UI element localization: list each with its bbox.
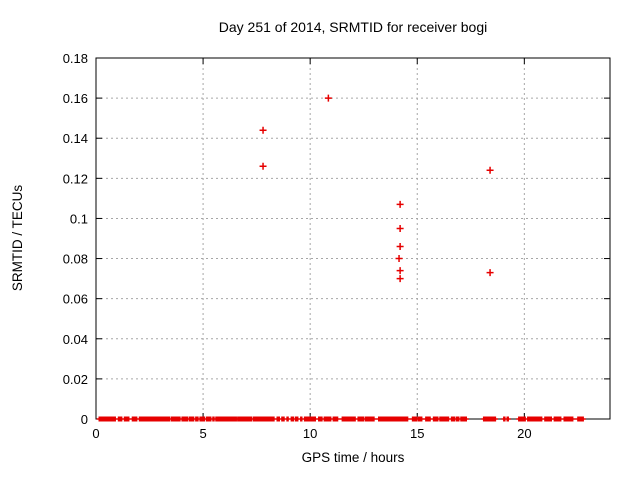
y-tick-label: 0.14 (63, 131, 88, 146)
data-point-marker (396, 275, 404, 283)
data-point-marker (486, 269, 494, 277)
x-tick-label: 0 (92, 426, 99, 441)
y-tick-label: 0.02 (63, 372, 88, 387)
x-tick-label: 5 (199, 426, 206, 441)
x-axis-tick-labels: 0 5 10 15 20 (92, 426, 531, 441)
data-point-marker (486, 166, 494, 174)
y-tick-label: 0.06 (63, 292, 88, 307)
chart-title: Day 251 of 2014, SRMTID for receiver bog… (219, 19, 487, 35)
data-point-marker (396, 200, 404, 208)
y-tick-label: 0.08 (63, 252, 88, 267)
y-tick-label: 0 (81, 412, 88, 427)
y-tick-label: 0.04 (63, 332, 88, 347)
x-tick-label: 20 (517, 426, 531, 441)
y-tick-label: 0.12 (63, 171, 88, 186)
data-point-marker (396, 243, 404, 251)
data-point-marker (259, 126, 267, 134)
x-tick-label: 15 (410, 426, 424, 441)
x-axis-label: GPS time / hours (302, 450, 405, 465)
data-point-marker (396, 224, 404, 232)
y-tick-label: 0.18 (63, 51, 88, 66)
outlier-data-points (259, 94, 494, 283)
data-point-marker (259, 162, 267, 170)
y-tick-label: 0.1 (70, 211, 88, 226)
zero-band-markers (96, 416, 586, 422)
data-point-marker (395, 255, 403, 263)
data-point-marker (324, 94, 332, 102)
x-tick-label: 10 (303, 426, 317, 441)
zero-band-path (96, 416, 586, 422)
y-axis-tick-labels: 0 0.02 0.04 0.06 0.08 0.1 0.12 0.14 0.16 0.18 (63, 51, 88, 427)
data-point-marker (396, 267, 404, 275)
y-tick-label: 0.16 (63, 91, 88, 106)
y-axis-label: SRMTID / TECUs (10, 185, 25, 292)
